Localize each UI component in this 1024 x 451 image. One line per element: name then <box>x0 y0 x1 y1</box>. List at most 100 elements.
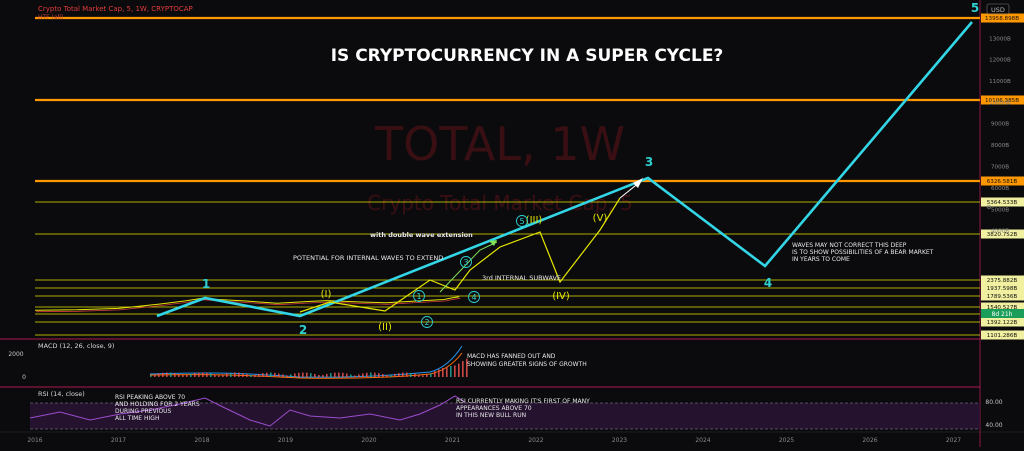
auto-scale-icon[interactable]: ⚙ <box>986 204 991 211</box>
macd-hist-bar <box>286 375 288 377</box>
currency-badge[interactable] <box>986 3 1010 15</box>
circled-subwave-5-label: 5 <box>519 217 524 226</box>
price-axis-tick-3: 10000B <box>989 100 1011 106</box>
macd-hist-bar <box>406 372 408 377</box>
macd-hist-bar <box>362 373 364 377</box>
note-internal-waves: POTENTIAL FOR INTERNAL WAVES TO EXTEND <box>293 254 443 262</box>
macd-hist-bar <box>170 372 172 377</box>
price-level-tag-5 <box>981 275 1024 285</box>
macd-hist-bar <box>318 374 320 377</box>
note-bear-2: IS TO SHOW POSSIBILITIES OF A BEAR MARKE… <box>792 249 934 256</box>
subwave-label-V: (V) <box>593 213 608 224</box>
rsi-note-left-4: ALL TIME HIGH <box>115 415 159 422</box>
circled-subwave-4-label: 4 <box>471 293 476 302</box>
price-level-tag-10 <box>981 317 1024 327</box>
rsi-pane: 80.00 40.00 RSI PEAKING ABOVE 70 AND HOL… <box>29 394 1003 430</box>
price-axis-tick-0: 13000B <box>989 36 1011 42</box>
circled-subwave-2 <box>421 316 433 328</box>
headline: IS CRYPTOCURRENCY IN A SUPER CYCLE? <box>331 46 724 66</box>
macd-hist-bar <box>290 374 292 377</box>
circled-subwave-1-label: 1 <box>416 292 421 301</box>
rsi-line <box>29 395 466 427</box>
countdown-badge <box>981 309 1024 318</box>
macd-hist-bar <box>210 373 212 377</box>
macd-hist-bar <box>178 373 180 377</box>
rsi-axis-80: 80.00 <box>985 399 1002 406</box>
wave-label-1: 1 <box>202 277 210 291</box>
macd-hist-bar <box>418 374 420 377</box>
price-axis-tick-8: 5000B <box>991 208 1009 214</box>
macd-hist-bar <box>382 373 384 377</box>
macd-hist-bar <box>270 372 272 377</box>
rsi-note-right-2: APPEARANCES ABOVE 70 <box>456 405 532 412</box>
macd-hist-bar <box>390 374 392 377</box>
macd-hist-bar <box>298 372 300 377</box>
macd-hist-bar <box>322 374 324 377</box>
macd-title[interactable]: MACD (12, 26, close, 9) <box>38 342 115 350</box>
symbol-line[interactable]: Crypto Total Market Cap, 5, 1W, CRYPTOCA… <box>38 5 193 13</box>
macd-hist-bar <box>150 375 152 377</box>
time-axis-tick-11: 2027 <box>946 437 961 444</box>
macd-hist-bar <box>174 373 176 377</box>
macd-hist-bar <box>358 374 360 377</box>
macd-hist-bar <box>398 373 400 377</box>
price-level-tag-0 <box>981 13 1024 23</box>
time-axis-tick-1: 2017 <box>111 437 126 444</box>
time-axis[interactable]: 2016 2017 2018 2019 2020 2021 2022 2023 2024 2025… <box>27 437 961 444</box>
indicator-hint[interactable]: HTF (all) <box>38 14 64 21</box>
time-axis-tick-10: 2026 <box>862 437 877 444</box>
price-axis-tick-6: 7000B <box>991 165 1009 171</box>
sub-wave-projection <box>299 197 621 313</box>
price-candles <box>35 297 461 313</box>
macd-hist-bar <box>334 372 336 377</box>
macd-hist-bar <box>166 372 168 377</box>
circled-subwave-3-label: 3 <box>463 258 468 267</box>
price-axis-tick-7: 6000B <box>991 186 1009 192</box>
macd-hist-bar <box>410 372 412 377</box>
macd-hist-bar <box>262 373 264 377</box>
circled-subwave-2-label: 2 <box>424 318 429 327</box>
wave-label-5: 5 <box>971 1 979 15</box>
macd-hist-bar <box>310 373 312 377</box>
price-axis[interactable]: 13000B 12000B 11000B 10000B 9000B 8000B 7000B 6… <box>989 36 1011 234</box>
note-bear-1: WAVES MAY NOT CORRECT THIS DEEP <box>792 242 907 249</box>
rsi-note-left-2: AND HOLDING FOR 2 YEARS <box>115 401 200 408</box>
subwave-label-II: (II) <box>378 322 392 333</box>
macd-hist-bar <box>306 372 308 377</box>
macd-hist-bar <box>326 373 328 377</box>
macd-hist-bar <box>154 374 156 377</box>
time-axis-tick-5: 2021 <box>445 437 460 444</box>
price-level-label-5: 2375.882B <box>987 278 1018 284</box>
watermark-symbol: TOTAL, 1W <box>374 117 625 171</box>
macd-hist-bar <box>442 367 444 377</box>
macd-hist-bar <box>254 374 256 377</box>
macd-hist-bar <box>458 363 460 377</box>
price-level-tag-7 <box>981 291 1024 301</box>
macd-hist-bar <box>446 366 448 377</box>
price-level-label-1: 10106.385B <box>985 98 1019 104</box>
elliott-wave-projection <box>156 21 973 318</box>
macd-hist-bar <box>186 374 188 377</box>
rsi-title[interactable]: RSI (14, close) <box>38 390 85 398</box>
macd-pane: 2000 0 MACD HAS FANNED OUT AND SHOWING G… <box>8 345 587 381</box>
macd-hist-bar <box>182 374 184 377</box>
price-line <box>34 296 460 311</box>
macd-hist-bar <box>230 372 232 377</box>
macd-note-2: SHOWING GREATER SIGNS OF GROWTH <box>467 361 587 368</box>
macd-hist-bar <box>402 372 404 377</box>
price-level-tag-2 <box>981 176 1024 186</box>
macd-hist-bar <box>278 373 280 377</box>
macd-hist-bar <box>314 373 316 377</box>
macd-hist-bar <box>282 374 284 377</box>
macd-hist-bar <box>422 375 424 377</box>
macd-note-1: MACD HAS FANNED OUT AND <box>467 353 556 360</box>
rsi-axis-40: 40.00 <box>985 422 1002 429</box>
price-axis-tick-9: 4000B <box>991 228 1009 234</box>
price-level-label-2: 6326.581B <box>987 179 1018 185</box>
macd-hist-bar <box>342 372 344 377</box>
macd-hist-bar <box>454 365 456 377</box>
internal-wave-extension <box>439 241 498 293</box>
macd-hist-bar <box>434 371 436 377</box>
macd-hist-bar <box>246 373 248 377</box>
